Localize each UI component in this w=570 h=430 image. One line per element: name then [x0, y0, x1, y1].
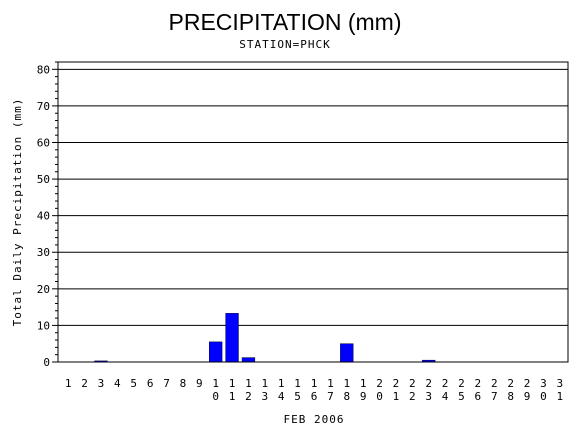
bar-day-12: [241, 357, 256, 363]
y-axis-label: Total Daily Precipitation (mm): [11, 98, 24, 327]
x-tick-label: 8: [180, 377, 187, 390]
y-tick-label: 20: [37, 283, 50, 296]
y-tick-label: 70: [37, 100, 50, 113]
x-tick-label: 4: [114, 377, 121, 390]
y-tick-labels: 0 10 20 30 40 50 60 70 80: [37, 63, 50, 369]
x-tick-label: 9: [196, 377, 203, 390]
y-tick-label: 80: [37, 63, 50, 76]
bar-day-11: [225, 313, 239, 363]
y-tick-label: 10: [37, 319, 50, 332]
x-tick-label: 6: [147, 377, 154, 390]
x-tick-label: 7: [163, 377, 170, 390]
x-tick-label: 3: [98, 377, 105, 390]
y-tick-label: 0: [43, 356, 50, 369]
x-tick-labels: 1 2 3 4 5 6 7 8 9 1 01 11 21 31 41 51 61 71 81 92 02 12 22 32 42…: [65, 377, 563, 403]
bar-day-18: [340, 343, 354, 363]
x-axis-label: FEB 2006: [284, 413, 345, 426]
bar-day-10: [209, 341, 223, 363]
chart-subtitle: STATION=PHCK: [239, 38, 330, 51]
plot-frame: [57, 61, 569, 363]
y-tick-label: 60: [37, 136, 50, 149]
x-tick-label: 5: [130, 377, 137, 390]
x-tick-label: 2: [81, 377, 88, 390]
chart-title: PRECIPITATION (mm): [169, 9, 402, 35]
x-tick-label: 1: [65, 377, 72, 390]
bars: [94, 313, 436, 363]
axes: [52, 61, 569, 363]
y-tick-label: 40: [37, 210, 50, 223]
gridlines: [58, 68, 568, 326]
y-tick-label: 50: [37, 173, 50, 186]
y-tick-label: 30: [37, 246, 50, 259]
